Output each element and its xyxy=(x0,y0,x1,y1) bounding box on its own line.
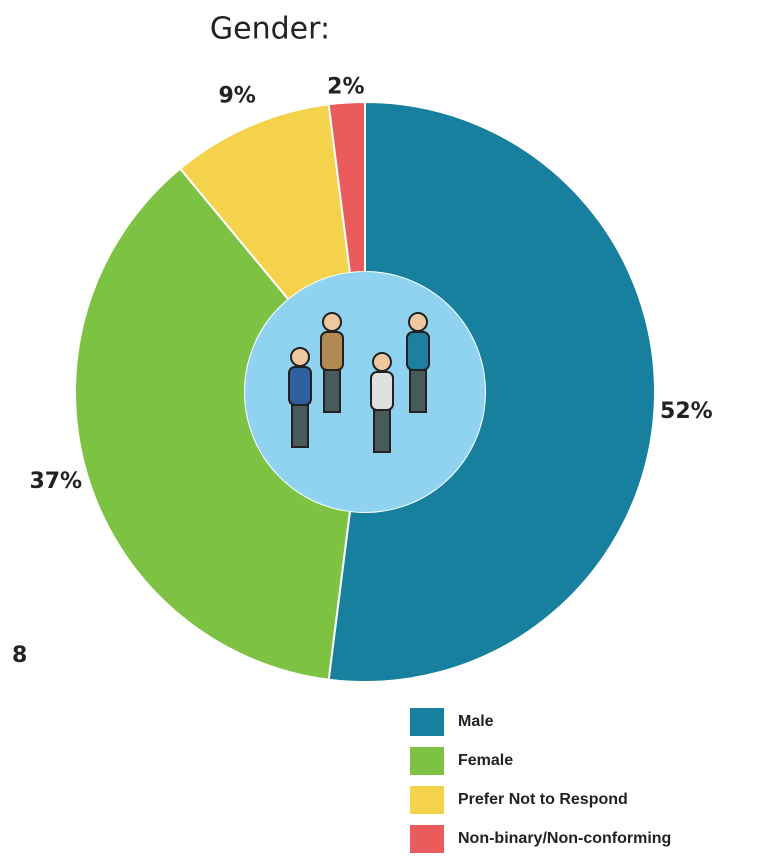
legend-label: Prefer Not to Respond xyxy=(458,791,628,808)
person-legs xyxy=(409,369,427,413)
person-body xyxy=(288,366,312,406)
legend-label: Female xyxy=(458,752,513,769)
value-label: 52% xyxy=(660,399,713,424)
person-body xyxy=(406,331,430,371)
value-label: 37% xyxy=(29,469,82,494)
person-head xyxy=(372,352,392,372)
annotation: 8 xyxy=(12,643,27,668)
legend-swatch xyxy=(410,786,444,814)
person-body xyxy=(370,371,394,411)
person-head xyxy=(408,312,428,332)
person-legs xyxy=(291,404,309,448)
legend-label: Non-binary/Non-conforming xyxy=(458,830,671,847)
value-label: 9% xyxy=(218,83,255,108)
person-body xyxy=(320,331,344,371)
value-label: 2% xyxy=(327,75,364,100)
person-head xyxy=(322,312,342,332)
legend-swatch xyxy=(410,708,444,736)
donut-center xyxy=(245,272,485,512)
people-illustration xyxy=(288,312,430,453)
chart-title: Gender: xyxy=(210,12,330,47)
person-head xyxy=(290,347,310,367)
legend-label: Male xyxy=(458,713,494,730)
legend-swatch xyxy=(410,747,444,775)
person-legs xyxy=(373,409,391,453)
person-legs xyxy=(323,369,341,413)
legend-swatch xyxy=(410,825,444,853)
